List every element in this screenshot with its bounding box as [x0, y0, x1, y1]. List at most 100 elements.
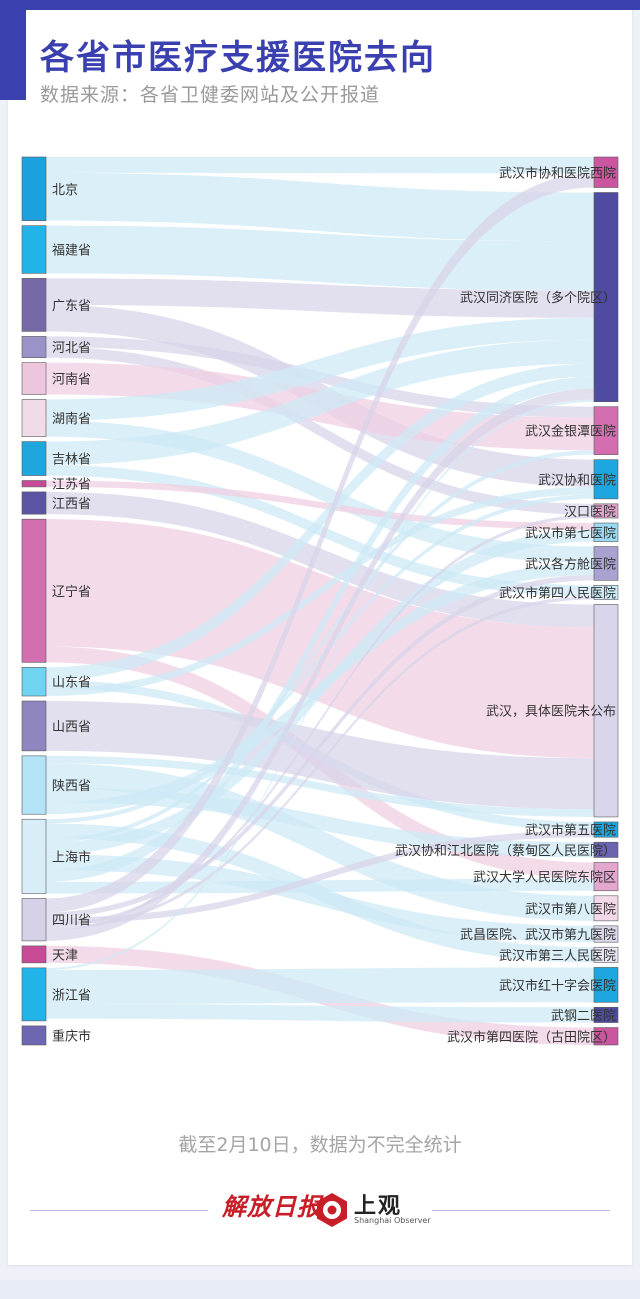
sankey-link — [46, 376, 594, 882]
sankey-link — [46, 450, 594, 843]
sankey-link — [46, 755, 594, 817]
target-node — [593, 841, 619, 858]
target-node — [593, 895, 619, 922]
sankey-link — [46, 480, 594, 530]
sankey-link — [46, 967, 594, 1004]
target-node — [593, 156, 619, 188]
source-node — [21, 399, 47, 437]
source-label: 北京 — [52, 183, 78, 198]
sankey-link — [46, 701, 594, 810]
source-label: 重庆市 — [52, 1028, 91, 1044]
source-node — [21, 278, 47, 332]
target-node — [593, 459, 619, 500]
sankey-link — [46, 388, 594, 941]
sankey-link — [46, 763, 594, 921]
source-node — [21, 667, 47, 697]
target-node — [593, 522, 619, 542]
sankey-link — [46, 529, 594, 855]
target-label: 武汉市第五医院 — [525, 823, 616, 839]
sankey-labels: 北京福建省广东省河北省河南省湖南省吉林省江苏省江西省辽宁省山东省山西省陕西省上海… — [52, 165, 616, 1045]
source-node — [21, 518, 47, 663]
jiefang-daily-logo[interactable]: 解放日报 — [222, 1192, 322, 1221]
sankey-link — [46, 514, 594, 928]
shangguan-logo-en: Shanghai Observer — [354, 1216, 431, 1225]
shangguan-logo-text[interactable]: 上观 — [354, 1194, 403, 1219]
sankey-link — [46, 830, 594, 924]
target-node — [593, 604, 619, 818]
source-node — [21, 156, 47, 221]
source-label: 上海市 — [52, 849, 91, 865]
target-label: 武汉协和江北医院（蔡甸区人民医院） — [395, 844, 616, 859]
target-label: 武汉市第四人民医院 — [499, 585, 616, 601]
sankey-link — [46, 494, 594, 824]
data-source-subtitle: 数据来源：各省卫健委网站及公开报道 — [40, 84, 381, 106]
sankey-nodes — [21, 156, 619, 1046]
source-node — [21, 967, 47, 1022]
target-label: 武汉金银潭医院 — [525, 424, 616, 440]
target-label: 武汉大学人民医院东院区 — [473, 870, 616, 886]
source-node — [21, 755, 47, 815]
target-label: 武汉市第七医院 — [525, 525, 616, 541]
sankey-link — [46, 519, 594, 759]
sankey-link — [46, 278, 594, 318]
target-label: 武汉，具体医院未公布 — [486, 705, 616, 720]
source-label: 吉林省 — [52, 453, 91, 468]
source-label: 陕西省 — [52, 779, 91, 794]
sankey-chart: 北京福建省广东省河北省河南省湖南省吉林省江苏省江西省辽宁省山东省山西省陕西省上海… — [21, 156, 619, 1046]
sankey-link — [46, 339, 594, 465]
source-label: 江苏省 — [52, 477, 91, 493]
target-node — [593, 946, 619, 963]
target-label: 武汉市第三人民医院 — [499, 948, 616, 964]
target-node — [593, 503, 619, 519]
footer-divider-left — [30, 1210, 208, 1211]
target-node — [593, 967, 619, 1003]
source-label: 天津 — [52, 948, 78, 963]
source-node — [21, 441, 47, 476]
sankey-link — [46, 173, 594, 913]
source-node — [21, 700, 47, 752]
source-node — [21, 225, 47, 274]
target-node — [593, 585, 619, 600]
target-node — [593, 925, 619, 943]
source-label: 辽宁省 — [52, 584, 91, 600]
source-label: 江西省 — [52, 497, 91, 512]
sankey-link — [46, 1003, 594, 1023]
shangguan-logo-icon — [317, 1193, 347, 1227]
source-label: 山东省 — [52, 676, 91, 691]
source-label: 四川省 — [52, 914, 91, 929]
target-label: 武汉协和医院 — [538, 473, 616, 488]
target-label: 武汉市红十字会医院 — [499, 978, 616, 994]
source-node — [21, 945, 47, 964]
sankey-link — [46, 596, 594, 931]
target-node — [593, 406, 619, 455]
top-accent-line — [26, 0, 640, 10]
footer-divider-right — [432, 1210, 610, 1211]
target-node — [593, 862, 619, 892]
source-label: 湖南省 — [52, 411, 91, 427]
source-label: 浙江省 — [52, 988, 91, 1003]
bottom-strip — [0, 1280, 640, 1299]
sankey-link — [46, 420, 594, 563]
source-label: 广东省 — [52, 299, 91, 314]
sankey-link — [46, 486, 594, 697]
sankey-link — [46, 574, 594, 918]
source-node — [21, 1025, 47, 1046]
accent-bar — [0, 0, 26, 100]
sankey-link — [46, 347, 594, 515]
target-label: 武汉同济医院（多个院区） — [460, 290, 616, 306]
source-label: 河北省 — [52, 341, 91, 356]
target-label: 武昌医院、武汉市第九医院 — [460, 927, 616, 943]
target-node — [593, 546, 619, 581]
target-node — [593, 192, 619, 403]
sankey-link — [46, 464, 594, 597]
page-title: 各省市医疗支援医院去向 — [40, 38, 436, 78]
source-node — [21, 362, 47, 395]
source-node — [21, 336, 47, 358]
source-label: 山西省 — [52, 720, 91, 735]
target-node — [593, 821, 619, 838]
source-label: 福建省 — [52, 244, 91, 259]
sankey-link — [46, 317, 594, 421]
target-label: 武汉各方舱医院 — [525, 556, 616, 572]
source-node — [21, 898, 47, 942]
sankey-link — [46, 363, 594, 681]
